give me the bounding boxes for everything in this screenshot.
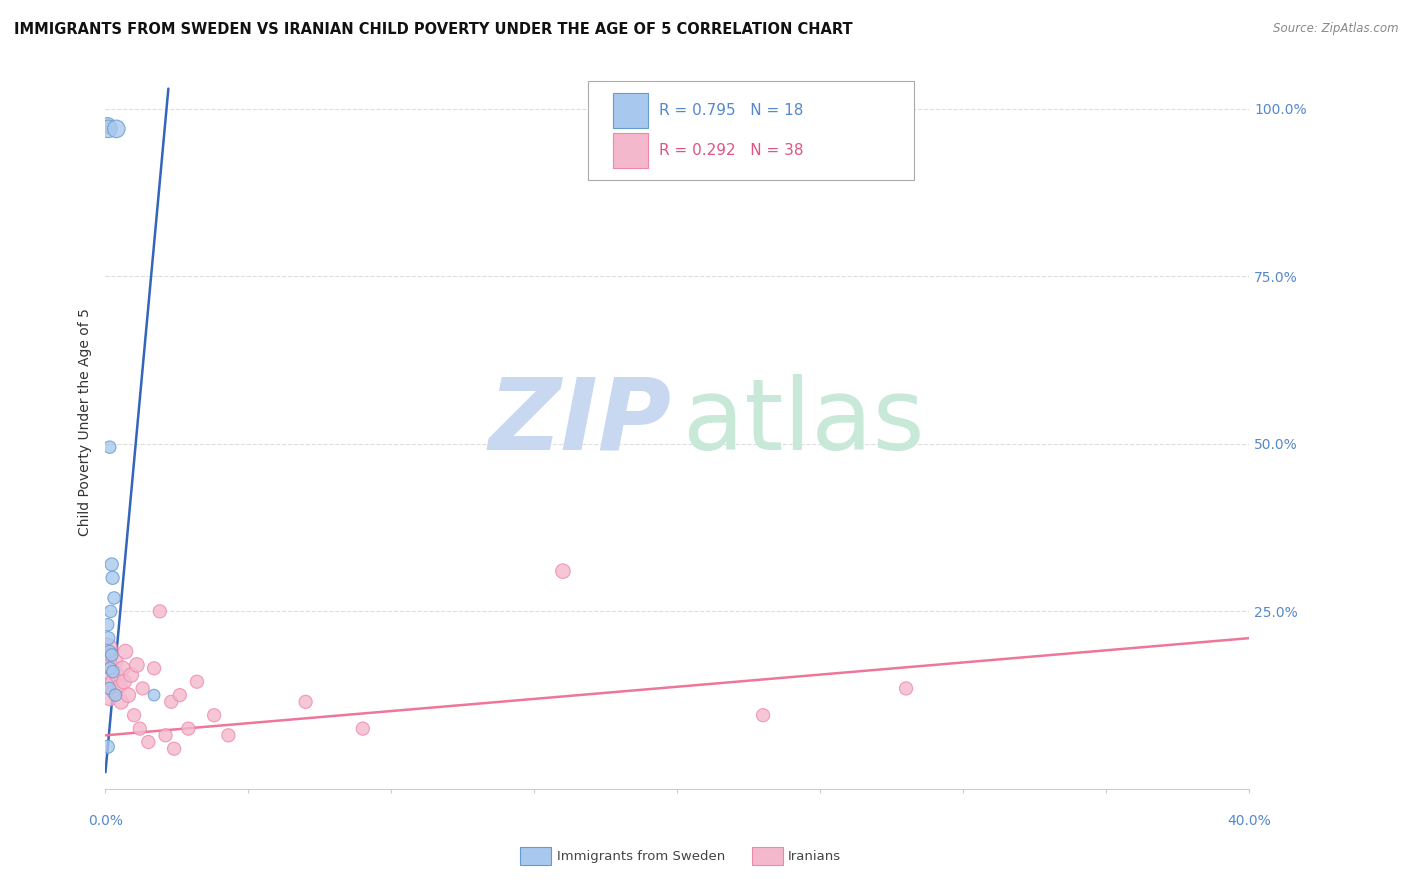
Point [155, 728, 177, 742]
Point [100, 661, 122, 675]
Point [122, 708, 145, 723]
Y-axis label: Child Poverty Under the Age of 5: Child Poverty Under the Age of 5 [79, 308, 93, 536]
Point [143, 688, 166, 702]
Point [105, 121, 128, 136]
Point [131, 681, 153, 696]
Point [100, 558, 122, 572]
Point [97, 678, 120, 692]
Bar [613, 93, 648, 128]
Point [128, 722, 150, 736]
Point [149, 604, 172, 618]
Point [894, 681, 917, 696]
Bar [613, 133, 648, 169]
Point [101, 674, 124, 689]
Point [177, 722, 200, 736]
Text: R = 0.292   N = 38: R = 0.292 N = 38 [659, 143, 803, 158]
Point [100, 648, 122, 662]
Text: 0.0%: 0.0% [89, 814, 122, 828]
Point [112, 674, 135, 689]
Text: 40.0%: 40.0% [1227, 814, 1271, 828]
Point [143, 661, 166, 675]
Point [160, 695, 183, 709]
Point [104, 688, 127, 702]
Point [105, 668, 128, 682]
Point [101, 571, 124, 585]
Point [98, 644, 121, 658]
Point [97, 739, 120, 754]
Point [97, 631, 120, 645]
Text: Iranians: Iranians [787, 850, 841, 863]
Point [103, 591, 125, 605]
Point [110, 695, 132, 709]
Point [97, 655, 120, 669]
Point [186, 674, 208, 689]
Text: Immigrants from Sweden: Immigrants from Sweden [557, 850, 725, 863]
Point [202, 708, 225, 723]
Point [217, 728, 239, 742]
Text: ZIP: ZIP [489, 374, 672, 471]
Point [125, 657, 148, 672]
Point [104, 655, 127, 669]
Point [98, 440, 121, 454]
Point [97, 121, 120, 136]
Text: Source: ZipAtlas.com: Source: ZipAtlas.com [1274, 22, 1399, 36]
Text: IMMIGRANTS FROM SWEDEN VS IRANIAN CHILD POVERTY UNDER THE AGE OF 5 CORRELATION C: IMMIGRANTS FROM SWEDEN VS IRANIAN CHILD … [14, 22, 852, 37]
Text: R = 0.795   N = 18: R = 0.795 N = 18 [659, 103, 803, 118]
Point [120, 668, 142, 682]
Point [97, 665, 120, 679]
Point [111, 661, 134, 675]
Point [138, 735, 160, 749]
Point [98, 691, 121, 706]
Point [108, 680, 131, 694]
Point [97, 119, 120, 133]
Point [100, 648, 122, 662]
Point [103, 685, 125, 699]
Point [114, 644, 136, 658]
Point [551, 564, 574, 578]
Point [101, 665, 124, 679]
Point [117, 688, 139, 702]
Point [97, 617, 120, 632]
Point [100, 604, 122, 618]
Text: atlas: atlas [683, 374, 925, 471]
Point [752, 708, 775, 723]
Point [96, 641, 118, 656]
Point [294, 695, 316, 709]
Point [98, 681, 121, 696]
FancyBboxPatch shape [588, 81, 914, 180]
Point [98, 661, 121, 675]
Point [163, 741, 186, 756]
Point [169, 688, 191, 702]
Point [352, 722, 374, 736]
